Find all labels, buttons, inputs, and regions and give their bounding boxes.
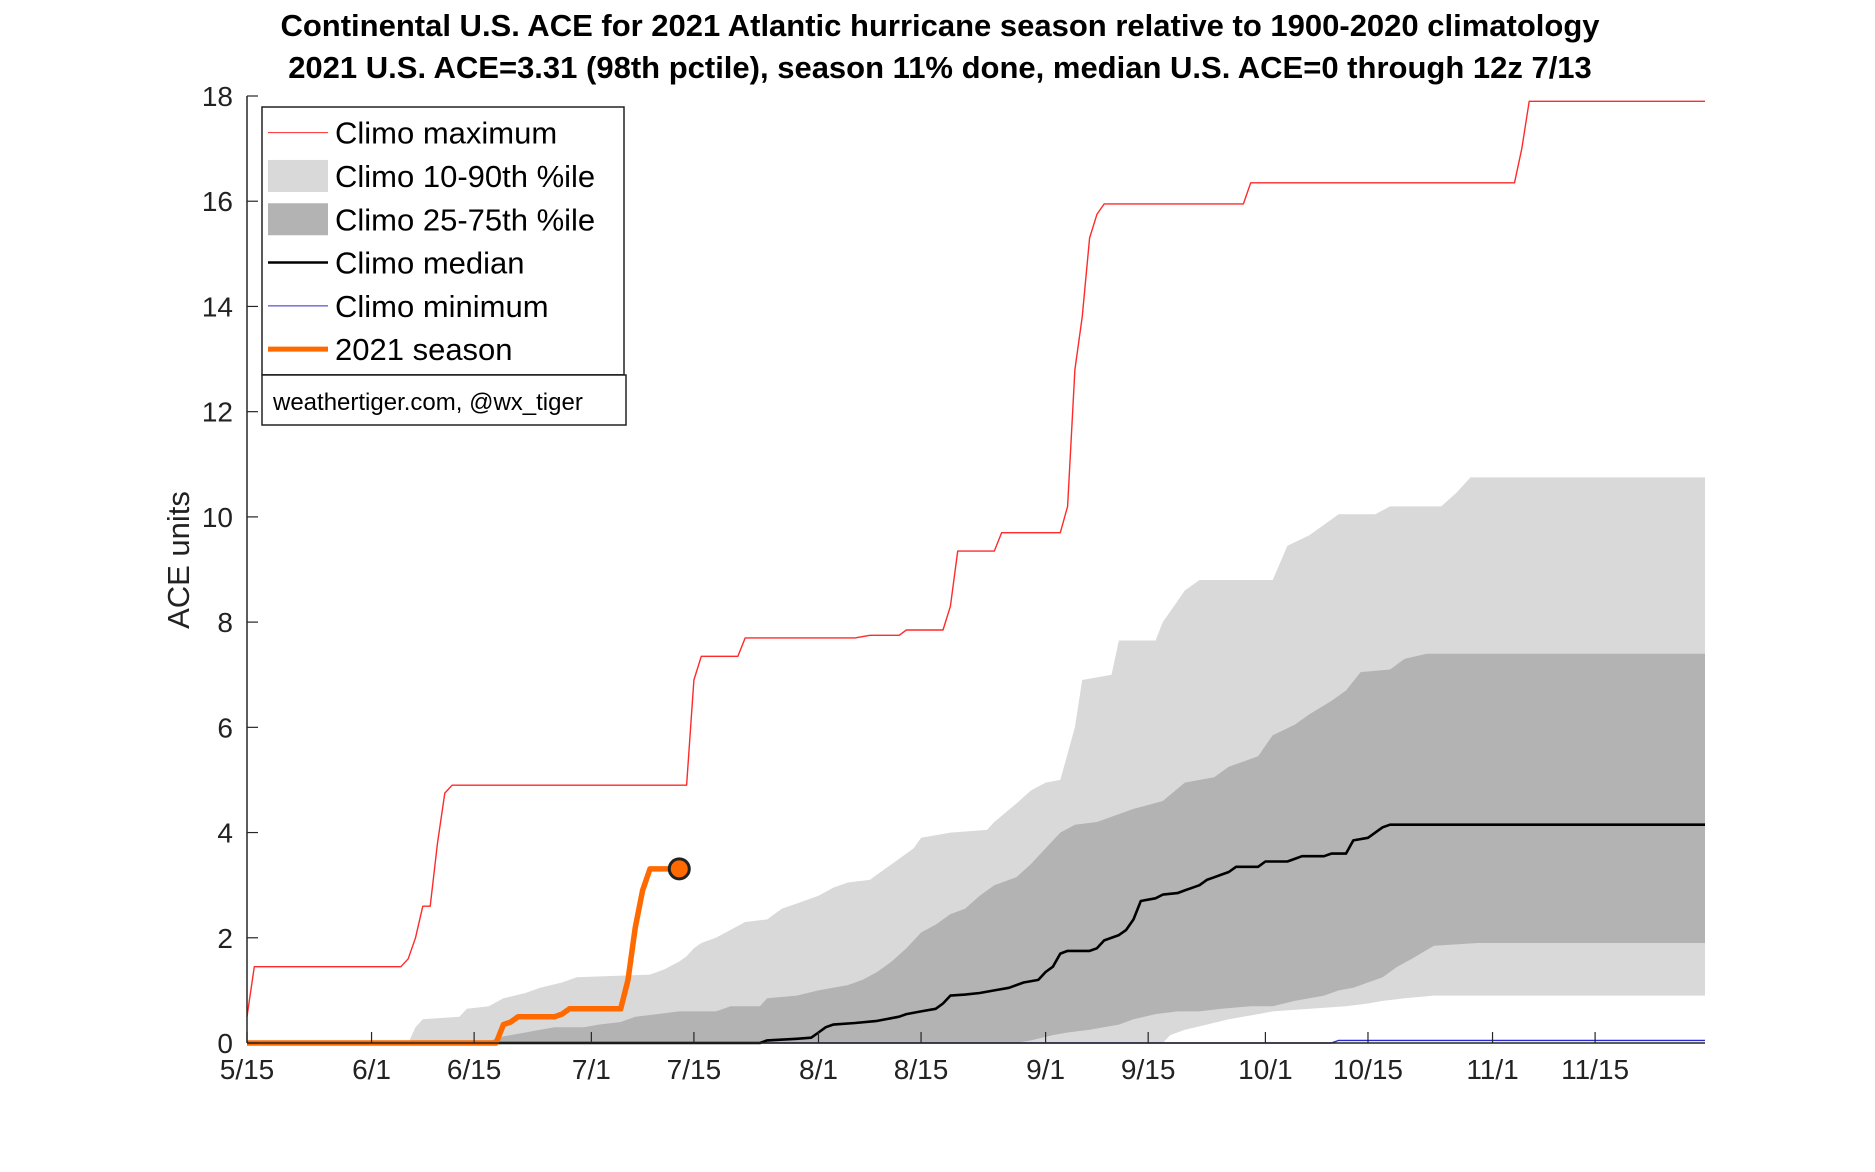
x-tick-label: 5/15 xyxy=(220,1054,275,1085)
credit-border xyxy=(261,374,627,426)
x-tick-label: 10/1 xyxy=(1238,1054,1293,1085)
legend-climo-minimum-label: Climo minimum xyxy=(335,289,549,324)
x-tick-label: 11/1 xyxy=(1466,1054,1518,1085)
x-tick-label: 9/15 xyxy=(1121,1054,1176,1085)
legend-climo-median-label: Climo median xyxy=(335,246,525,281)
y-tick-label: 2 xyxy=(217,923,233,954)
chart-subtitle: 2021 U.S. ACE=3.31 (98th pctile), season… xyxy=(288,50,1592,85)
band-25-75 xyxy=(247,653,1705,1043)
y-tick-label: 16 xyxy=(202,186,233,217)
y-tick-label: 18 xyxy=(202,81,233,112)
legend-climo-10-90th-ile-swatch xyxy=(268,159,328,192)
x-tick-label: 10/15 xyxy=(1333,1054,1403,1085)
x-tick-label: 9/1 xyxy=(1026,1054,1065,1085)
y-tick-label: 4 xyxy=(217,818,233,849)
x-tick-label: 11/15 xyxy=(1561,1054,1629,1085)
credit-box: weathertiger.com, @wx_tiger xyxy=(261,374,627,426)
y-tick-label: 12 xyxy=(202,397,233,428)
season-2021-line xyxy=(247,866,680,1046)
legend: Climo maximum Climo 10-90th %ile Climo 25-… xyxy=(261,106,625,376)
credit-text: weathertiger.com, @wx_tiger xyxy=(272,389,583,416)
legend-climo-10-90th-ile-label: Climo 10-90th %ile xyxy=(335,159,595,194)
legend-climo-25-75th-ile-label: Climo 25-75th %ile xyxy=(335,202,595,237)
climo-max-line xyxy=(246,100,1705,1017)
y-tick-label: 14 xyxy=(202,291,233,322)
x-tick-label: 8/15 xyxy=(894,1054,949,1085)
y-tick-label: 10 xyxy=(202,502,233,533)
y-tick-label: 0 xyxy=(217,1028,233,1059)
y-axis-label: ACE units xyxy=(161,491,196,629)
legend-climo-maximum-label: Climo maximum xyxy=(335,116,557,151)
x-tick-label: 7/15 xyxy=(667,1054,722,1085)
x-tick-label: 6/15 xyxy=(447,1054,502,1085)
legend-box xyxy=(261,106,625,376)
climo-median-line xyxy=(247,823,1705,1045)
y-tick-label: 6 xyxy=(217,712,233,743)
x-tick-label: 8/1 xyxy=(799,1054,838,1085)
season-2021-endpoint-marker xyxy=(667,857,691,881)
y-tick-label: 8 xyxy=(217,607,233,638)
chart-title: Continental U.S. ACE for 2021 Atlantic h… xyxy=(280,8,1600,43)
legend-2021-season-label: 2021 season xyxy=(335,332,513,367)
x-tick-label: 7/1 xyxy=(572,1054,611,1085)
x-tick-label: 6/1 xyxy=(352,1054,391,1085)
legend-climo-25-75th-ile-swatch xyxy=(268,203,328,236)
axes: 0 2 4 6 8 10 12 14 16 18 5/15 6/1 6/15 7/1 7/15 8/1 8/15… xyxy=(202,81,1705,1085)
